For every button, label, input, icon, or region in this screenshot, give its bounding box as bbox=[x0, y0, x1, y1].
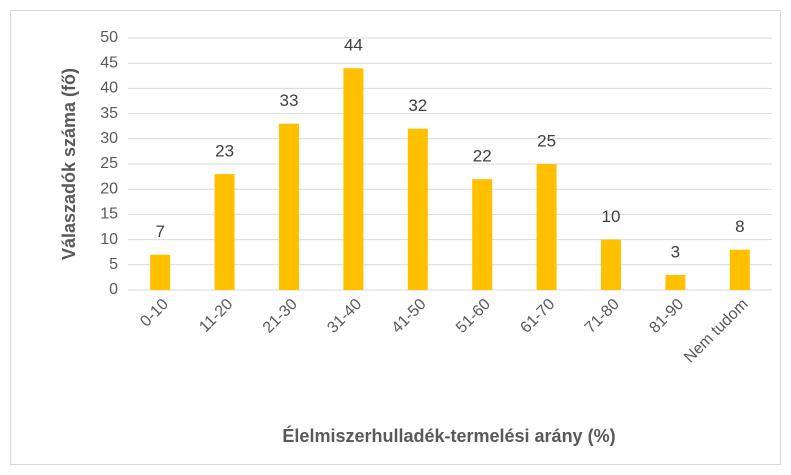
y-tick-label: 0 bbox=[109, 281, 118, 298]
data-label: 32 bbox=[408, 96, 427, 115]
bar bbox=[472, 179, 493, 290]
data-label: 25 bbox=[537, 131, 556, 150]
bar bbox=[729, 249, 750, 290]
data-label: 23 bbox=[215, 142, 234, 161]
data-label: 44 bbox=[344, 36, 363, 55]
y-tick-label: 40 bbox=[100, 80, 118, 97]
data-label: 22 bbox=[473, 147, 492, 166]
y-tick-label: 45 bbox=[100, 54, 118, 71]
bar bbox=[214, 174, 235, 290]
bar bbox=[343, 68, 364, 291]
bar bbox=[407, 128, 428, 290]
data-label: 7 bbox=[155, 222, 164, 241]
y-tick-label: 30 bbox=[100, 130, 118, 147]
y-tick-label: 10 bbox=[100, 231, 118, 248]
y-tick-label: 20 bbox=[100, 180, 118, 197]
data-label: 33 bbox=[280, 91, 299, 110]
y-axis-title: Válaszadók száma (fő) bbox=[59, 68, 79, 260]
y-tick-label: 5 bbox=[109, 256, 118, 273]
bar bbox=[150, 254, 171, 290]
bar bbox=[279, 123, 299, 291]
bar bbox=[665, 274, 686, 290]
data-label: 8 bbox=[735, 217, 744, 236]
y-tick-label: 35 bbox=[100, 105, 118, 122]
y-tick-label: 15 bbox=[100, 206, 118, 223]
bar bbox=[601, 239, 621, 290]
x-axis-title: Élelmiszerhulladék-termelési arány (%) bbox=[282, 425, 615, 446]
y-tick-label: 50 bbox=[100, 29, 118, 46]
y-tick-label: 25 bbox=[100, 155, 118, 172]
data-label: 3 bbox=[671, 242, 680, 261]
bar bbox=[536, 164, 557, 290]
chart-border bbox=[10, 10, 781, 465]
data-label: 10 bbox=[602, 207, 621, 226]
